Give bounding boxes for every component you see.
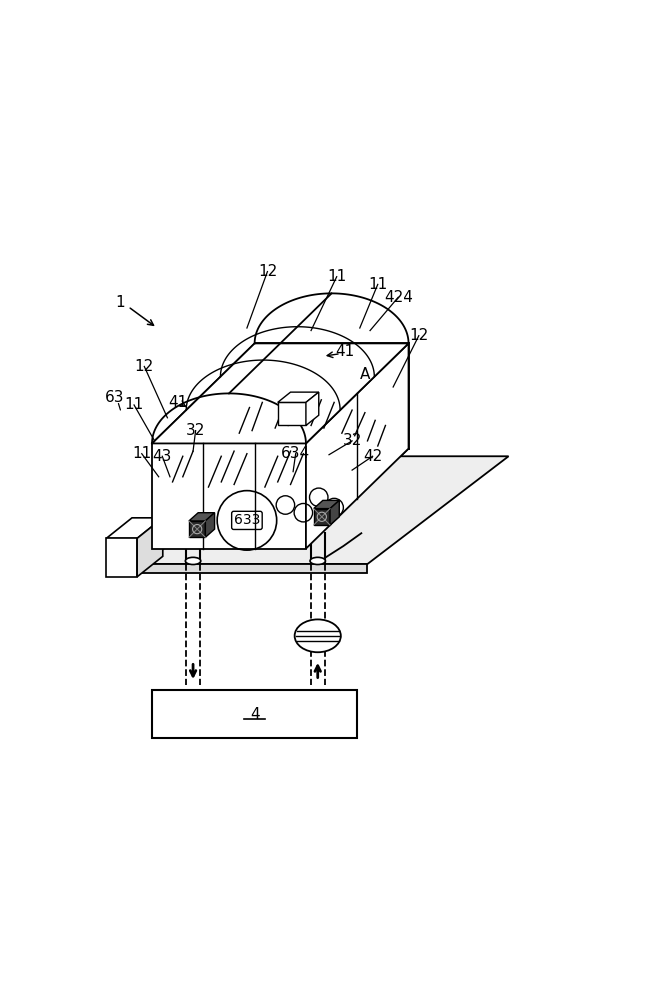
Text: 41: 41 [168, 395, 187, 410]
Polygon shape [189, 521, 205, 537]
Bar [152, 690, 357, 738]
Text: 4: 4 [250, 707, 260, 722]
Polygon shape [278, 402, 306, 425]
Text: 12: 12 [258, 264, 277, 279]
Polygon shape [314, 500, 340, 509]
Text: 42: 42 [363, 449, 382, 464]
Text: 43: 43 [152, 449, 172, 464]
Polygon shape [189, 513, 214, 521]
Text: 32: 32 [342, 433, 362, 448]
Ellipse shape [185, 557, 201, 565]
Polygon shape [306, 343, 408, 549]
Ellipse shape [310, 557, 326, 565]
Text: 12: 12 [134, 359, 154, 374]
Text: 424: 424 [384, 290, 412, 305]
Polygon shape [132, 456, 273, 573]
Text: 41: 41 [335, 344, 354, 359]
Text: 633: 633 [234, 513, 260, 527]
Polygon shape [152, 443, 306, 549]
Text: 11: 11 [327, 269, 346, 284]
Text: 63: 63 [105, 390, 124, 405]
Polygon shape [152, 343, 408, 443]
Polygon shape [137, 518, 163, 577]
Polygon shape [314, 509, 330, 525]
Polygon shape [107, 538, 137, 577]
Text: 634: 634 [281, 446, 310, 461]
Text: A: A [359, 367, 370, 382]
Polygon shape [107, 518, 163, 538]
Polygon shape [132, 564, 367, 573]
Text: 11: 11 [368, 277, 387, 292]
Text: 1: 1 [115, 295, 125, 310]
Text: 11: 11 [124, 397, 144, 412]
Ellipse shape [295, 619, 341, 652]
Polygon shape [132, 456, 508, 564]
Polygon shape [306, 392, 319, 425]
Polygon shape [205, 513, 214, 537]
Text: 11: 11 [132, 446, 152, 461]
Text: 12: 12 [409, 328, 428, 343]
Polygon shape [278, 392, 319, 402]
Text: 32: 32 [186, 423, 205, 438]
Polygon shape [330, 500, 340, 525]
